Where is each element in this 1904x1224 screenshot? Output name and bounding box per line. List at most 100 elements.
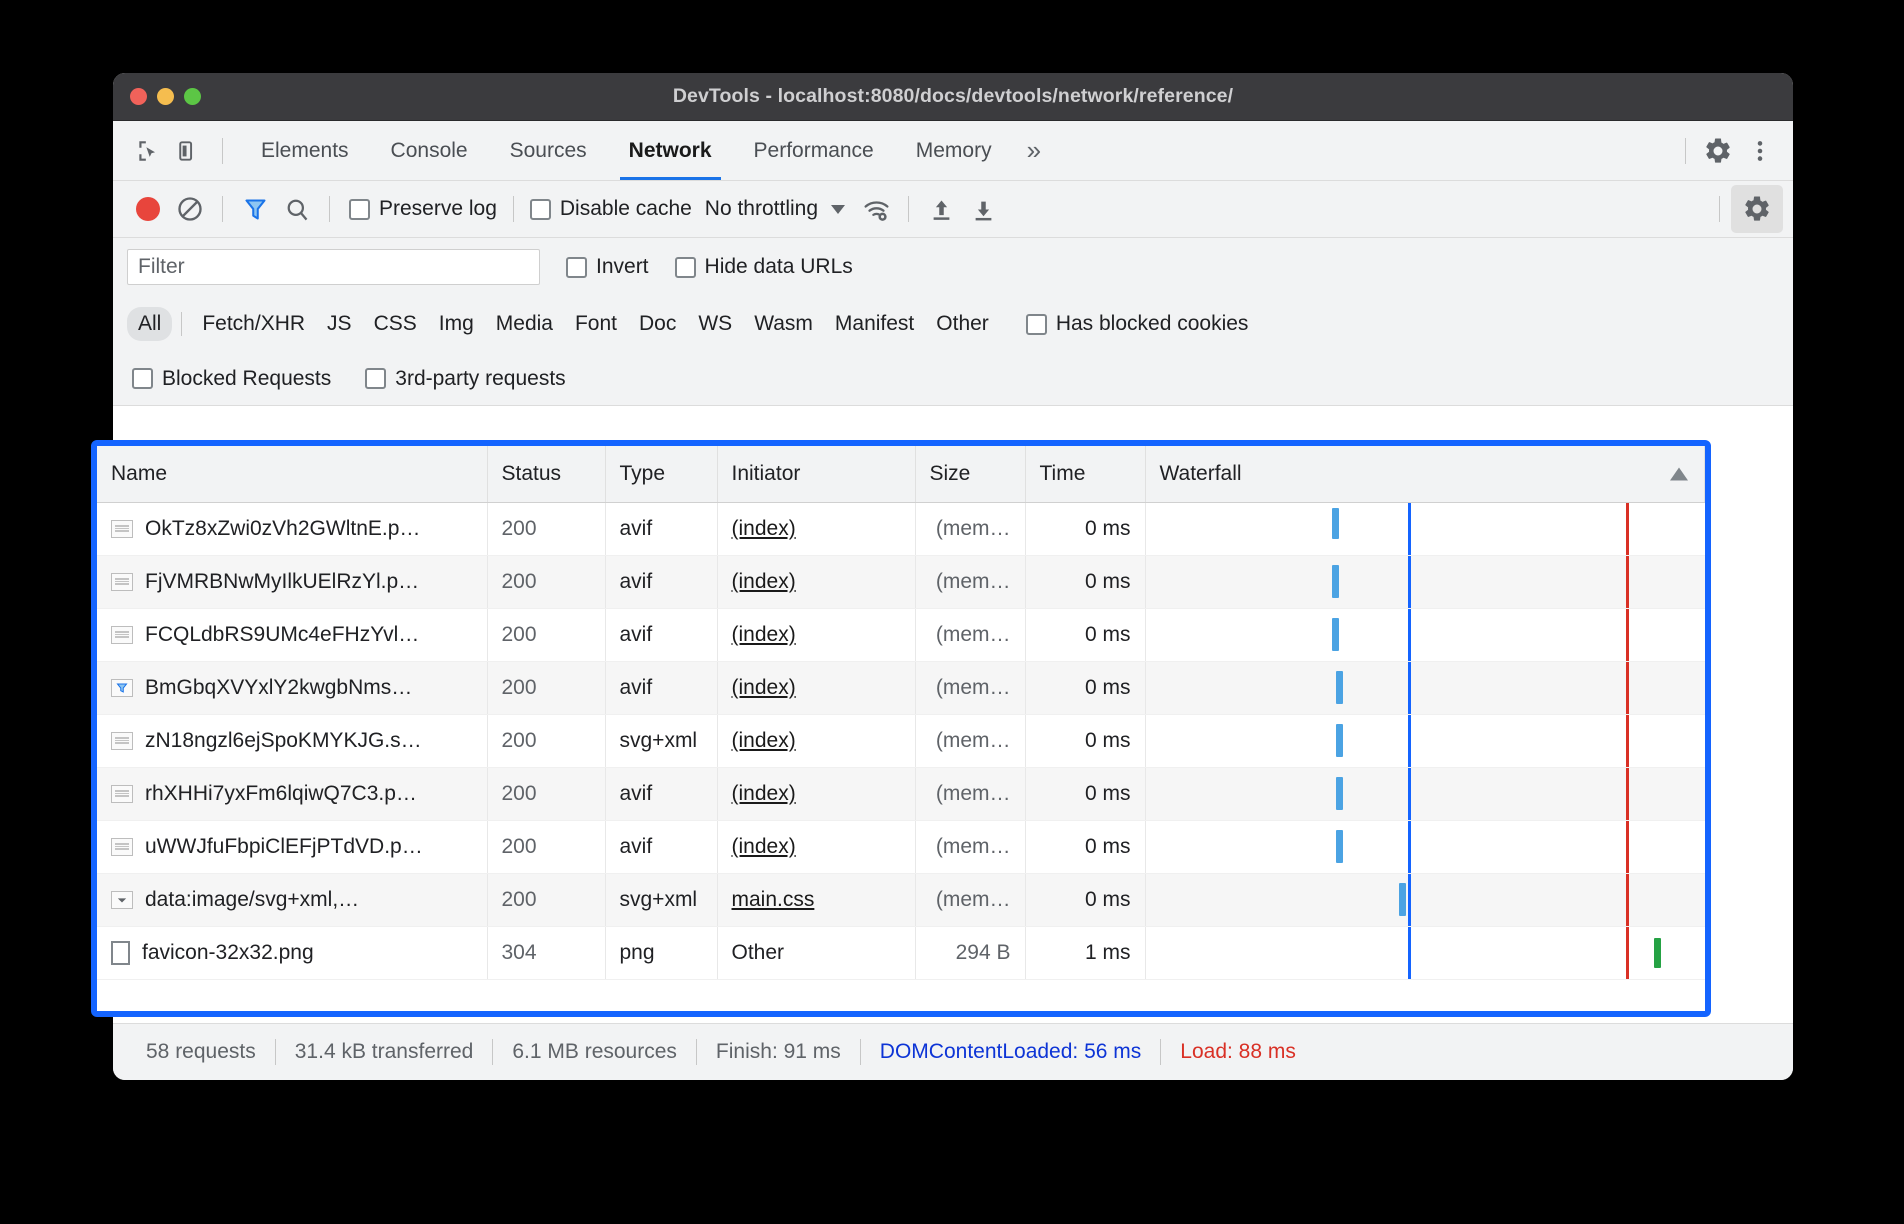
load-line	[1626, 661, 1630, 713]
column-header-type[interactable]: Type	[605, 446, 718, 503]
search-icon[interactable]	[276, 188, 318, 230]
tab-label: Sources	[509, 138, 587, 162]
blocked-requests-checkbox[interactable]: Blocked Requests	[132, 367, 331, 391]
tab-console[interactable]: Console	[370, 121, 489, 180]
filter-chip-img[interactable]: Img	[438, 312, 474, 335]
filter-funnel-icon[interactable]	[234, 188, 276, 230]
initiator-link[interactable]: (index)	[731, 834, 796, 858]
hide-data-urls-checkbox[interactable]: Hide data URLs	[674, 255, 853, 279]
request-name[interactable]: FCQLdbRS9UMc4eFHzYvl…	[145, 622, 420, 646]
table-row[interactable]: data:image/svg+xml,… 200 svg+xml main.css (m…	[97, 873, 1705, 927]
tab-memory[interactable]: Memory	[895, 121, 1013, 180]
cell-name: data:image/svg+xml,…	[97, 873, 488, 927]
filter-chip-doc[interactable]: Doc	[639, 312, 677, 335]
cell-size: (mem…	[915, 555, 1026, 609]
dom-content-loaded-line	[1408, 502, 1412, 554]
search-input[interactable]	[127, 249, 540, 285]
record-button[interactable]	[127, 188, 169, 230]
column-header-initiator[interactable]: Initiator	[717, 446, 916, 503]
has-blocked-cookies-label: Has blocked cookies	[1055, 312, 1249, 335]
tab-performance[interactable]: Performance	[733, 121, 895, 180]
sort-ascending-icon	[1670, 467, 1688, 481]
request-name[interactable]: OkTz8xZwi0zVh2GWltnE.p…	[145, 516, 421, 540]
filter-bar: Invert Hide data URLs	[113, 238, 1793, 296]
preserve-log-checkbox[interactable]: Preserve log	[349, 197, 497, 221]
third-party-requests-checkbox[interactable]: 3rd-party requests	[365, 366, 566, 391]
initiator-link[interactable]: (index)	[731, 516, 796, 540]
initiator-link[interactable]: (index)	[731, 569, 796, 593]
invert-checkbox[interactable]: Invert	[566, 255, 649, 279]
cell-time: 0 ms	[1025, 767, 1146, 821]
filter-chip-css[interactable]: CSS	[373, 312, 417, 335]
status-divider	[274, 1039, 276, 1065]
request-name[interactable]: rhXHHi7yxFm6lqiwQ7C3.p…	[145, 781, 417, 805]
initiator-link[interactable]: main.css	[731, 887, 815, 911]
table-row[interactable]: FCQLdbRS9UMc4eFHzYvl… 200 avif (index) (mem……	[97, 608, 1705, 662]
initiator-link[interactable]: (index)	[731, 728, 796, 752]
image-thumb-icon	[111, 625, 133, 644]
panel-tabs: Elements Console Sources Network Perform…	[240, 121, 1055, 180]
disable-cache-checkbox[interactable]: Disable cache	[529, 197, 692, 221]
table-row[interactable]: rhXHHi7yxFm6lqiwQ7C3.p… 200 avif (index) (me…	[97, 767, 1705, 821]
cell-status: 200	[487, 555, 606, 609]
close-window-button[interactable]	[130, 88, 147, 105]
filter-chip-all[interactable]: All	[127, 307, 173, 341]
device-toolbar-icon[interactable]	[169, 130, 211, 172]
has-blocked-cookies-checkbox[interactable]: Has blocked cookies	[1025, 312, 1249, 336]
request-name[interactable]: favicon-32x32.png	[142, 940, 314, 964]
tab-elements[interactable]: Elements	[240, 121, 370, 180]
maximize-window-button[interactable]	[184, 88, 201, 105]
tab-label: Memory	[915, 138, 992, 162]
column-header-status[interactable]: Status	[487, 446, 606, 503]
column-header-size[interactable]: Size	[915, 446, 1026, 503]
table-row[interactable]: uWWJfuFbpiClEFjPTdVD.p… 200 avif (index) (me…	[97, 820, 1705, 874]
cell-time: 0 ms	[1025, 820, 1146, 874]
table-row[interactable]: FjVMRBNwMyIlkUElRzYl.p… 200 avif (index) (me…	[97, 555, 1705, 609]
cell-waterfall	[1145, 608, 1705, 662]
filter-chip-other[interactable]: Other	[936, 312, 989, 335]
filter-chip-font[interactable]: Font	[574, 312, 617, 335]
clear-icon[interactable]	[169, 188, 211, 230]
table-row[interactable]: BmGbqXVYxlY2kwgbNms… 200 avif (index) (mem… 0…	[97, 661, 1705, 715]
waterfall-markers	[1146, 502, 1705, 554]
initiator-link[interactable]: (index)	[731, 622, 796, 646]
cell-initiator: (index)	[717, 661, 916, 715]
request-name[interactable]: uWWJfuFbpiClEFjPTdVD.p…	[145, 834, 423, 858]
column-header-name[interactable]: Name	[97, 446, 488, 503]
filter-chip-ws[interactable]: WS	[698, 312, 733, 335]
cell-status: 200	[487, 661, 606, 715]
status-divider	[492, 1039, 494, 1065]
network-settings-gear-icon[interactable]	[1731, 185, 1783, 233]
column-header-waterfall[interactable]: Waterfall	[1145, 446, 1705, 503]
throttling-select[interactable]: No throttling	[705, 197, 846, 221]
tab-sources[interactable]: Sources	[489, 121, 608, 180]
table-row[interactable]: OkTz8xZwi0zVh2GWltnE.p… 200 avif (index) (me…	[97, 502, 1705, 556]
filter-chip-fetch-xhr[interactable]: Fetch/XHR	[202, 312, 306, 335]
cell-type: avif	[605, 502, 718, 556]
more-tabs-icon[interactable]: »	[1026, 135, 1042, 165]
request-name[interactable]: zN18ngzl6ejSpoKMYKJG.s…	[145, 728, 422, 752]
filter-chip-wasm[interactable]: Wasm	[754, 312, 813, 335]
gear-icon[interactable]	[1697, 130, 1739, 172]
initiator-link[interactable]: (index)	[731, 675, 796, 699]
wifi-settings-icon[interactable]	[855, 188, 897, 230]
request-name[interactable]: FjVMRBNwMyIlkUElRzYl.p…	[145, 569, 420, 593]
third-party-requests-label: 3rd-party requests	[395, 366, 566, 390]
minimize-window-button[interactable]	[157, 88, 174, 105]
table-row[interactable]: zN18ngzl6ejSpoKMYKJG.s… 200 svg+xml (index)…	[97, 714, 1705, 768]
filter-chip-js[interactable]: JS	[327, 312, 352, 335]
waterfall-markers	[1146, 661, 1705, 713]
download-har-icon[interactable]	[962, 188, 1004, 230]
kebab-menu-icon[interactable]	[1739, 130, 1781, 172]
upload-har-icon[interactable]	[920, 188, 962, 230]
initiator-link[interactable]: (index)	[731, 781, 796, 805]
column-header-time[interactable]: Time	[1025, 446, 1146, 503]
request-name[interactable]: data:image/svg+xml,…	[145, 887, 360, 911]
tab-network[interactable]: Network	[608, 121, 733, 180]
filter-chip-manifest[interactable]: Manifest	[834, 312, 915, 335]
request-name[interactable]: BmGbqXVYxlY2kwgbNms…	[145, 675, 413, 699]
inspect-element-icon[interactable]	[127, 130, 169, 172]
checkbox-box	[566, 256, 587, 278]
filter-chip-media[interactable]: Media	[495, 312, 553, 335]
